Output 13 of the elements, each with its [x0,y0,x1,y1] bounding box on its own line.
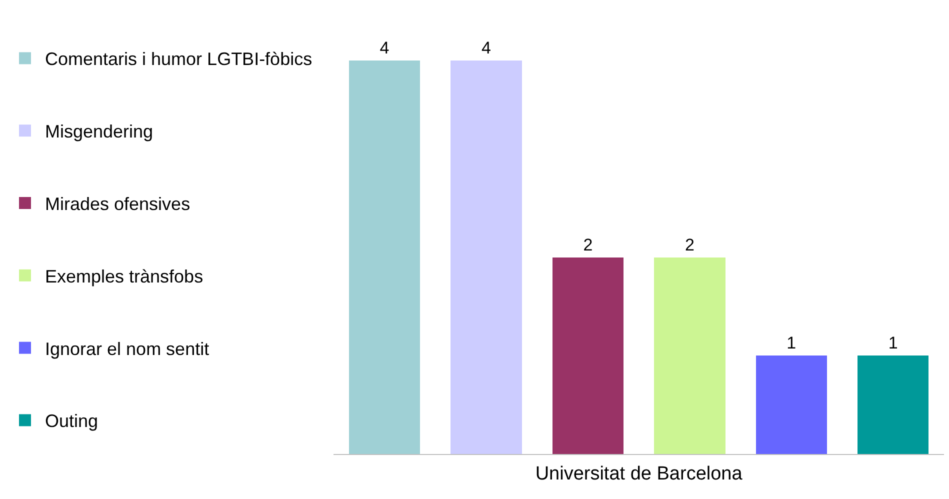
data-label: 4 [482,38,491,58]
legend-label: Outing [45,411,98,432]
data-label: 2 [684,235,694,254]
data-label: 1 [786,334,796,353]
data-label: 2 [583,235,593,254]
legend-label: Comentaris i humor LGTBI-fòbics [45,49,312,70]
legend-label: Exemples trànsfobs [45,266,204,286]
data-label: 4 [380,38,390,58]
legend-label: Misgendering [45,122,154,142]
legend-label: Ignorar el nom sentit [45,338,210,359]
data-label: 1 [888,334,898,353]
legend-label: Mirades ofensives [45,194,190,214]
x-axis-title: Universitat de Barcelona [535,464,743,485]
